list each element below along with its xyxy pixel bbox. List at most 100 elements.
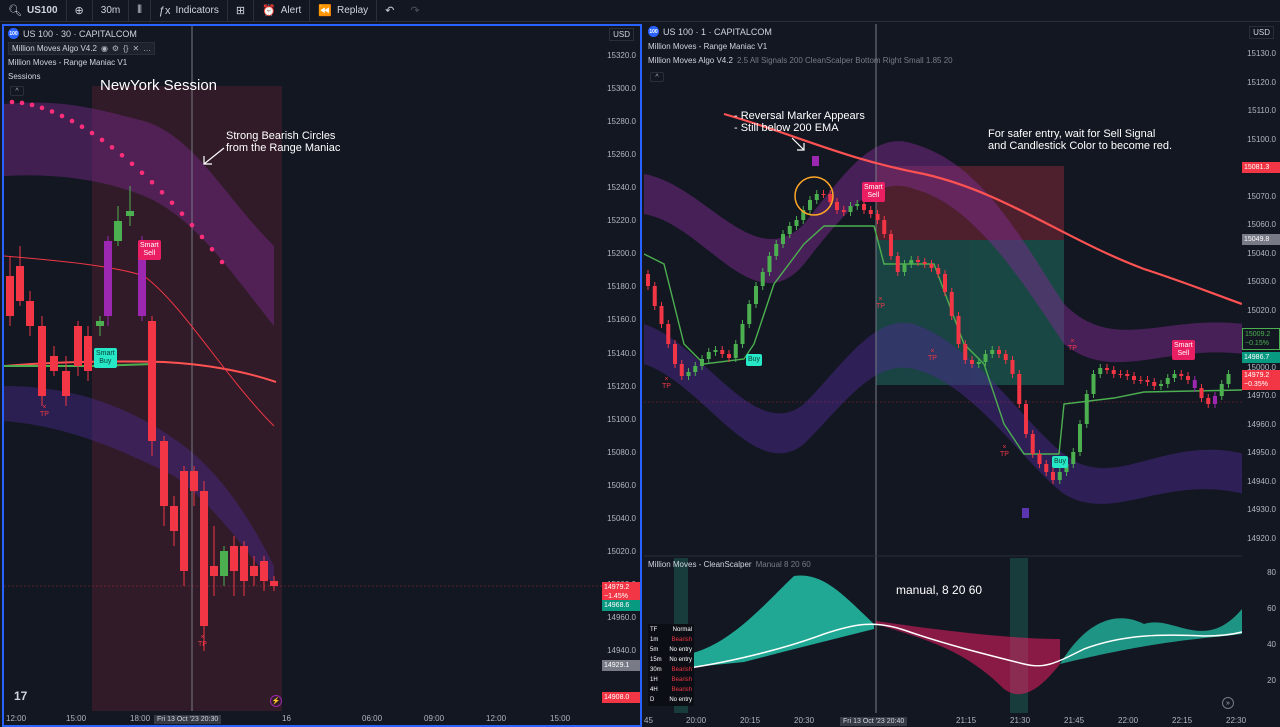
tf-row-key: 5m [650,647,659,653]
left-chart-pane[interactable]: 100 US 100 · 30 · CAPITALCOM Million Mov… [2,24,642,727]
right-time-axis[interactable]: 45 20:00 20:15 20:30 21:15 21:30 21:45 22:00 22:… [644,713,1280,727]
left-candles [6,186,278,651]
right-chart-pane[interactable]: 100 US 100 · 1 · CAPITALCOM Million Move… [644,24,1280,727]
candle-body [1132,376,1136,380]
interval-button[interactable]: 30m [93,0,130,22]
redo-button[interactable]: ↷ [402,0,427,22]
left-indicator-row-2[interactable]: Million Moves - Range Maniac V1 [8,58,127,67]
symbol-label: US100 [26,5,58,16]
left-price-axis[interactable]: USD 15320.0 15300.0 15280.0 15260.0 15240.0 1… [602,26,640,725]
tf-row-value: No entry [669,647,692,653]
candle-body [983,354,988,362]
undo-button[interactable]: ↶ [377,0,402,22]
candle-body [909,260,914,264]
templates-button[interactable]: ⊞ [228,0,255,22]
left-currency-badge[interactable]: USD [609,28,634,41]
bearish-circle [9,99,15,105]
replay-button[interactable]: ⏪ Replay [310,0,378,22]
candle-body [848,206,853,212]
tf-table-row: 1H Bearish [650,675,692,685]
right-price-axis[interactable]: USD 15130.015120.015110.015100.015090.01… [1242,24,1280,727]
bearish-circle [179,211,185,217]
right-time-tick: 21:15 [956,716,977,725]
candle-body [781,234,785,244]
collapse-legend-button[interactable]: ^ [10,86,24,96]
collapse-legend-button[interactable]: ^ [650,72,664,82]
right-symbol-title: US 100 · 1 · CAPITALCOM [663,26,772,37]
left-price-tick: 15060.0 [607,480,636,490]
candle-body [801,210,806,220]
candle-body [760,272,765,286]
indicators-button[interactable]: ƒx Indicators [151,0,228,22]
right-price-tick: 15070.0 [1247,191,1276,201]
candle-body [990,350,995,354]
left-indicator-row-1[interactable]: Million Moves Algo V4.2 ◉ ⚙ {} ✕ … [8,42,156,55]
alert-label: Alert [280,5,302,16]
newyork-session-shade [92,86,282,711]
annotation-reversal-line1: - Reversal Marker Appears [734,110,865,122]
candle-body [659,306,664,324]
right-price-tick: 15060.0 [1247,220,1276,230]
left-last-price: 14979.2 [604,584,630,591]
session-label: NewYork Session [100,77,218,94]
candle-body [902,264,907,272]
left-price-tick: 15160.0 [607,315,636,325]
compare-button[interactable]: ⊕ [67,0,93,22]
left-price-tick: 15280.0 [607,117,636,127]
candle-body [1105,368,1109,370]
right-indicator-row-1[interactable]: Million Moves - Range Maniac V1 [648,42,767,51]
timeframe-table: TF Normal 1m Bearish 5m No entry 15m No entry… [648,624,694,706]
scroll-right-icon[interactable]: » [1222,697,1234,709]
tf-row-value: Bearish [671,667,692,673]
candle-body [220,551,228,576]
eye-icon[interactable]: ◉ [100,44,108,53]
tf-row-value: Bearish [671,677,692,683]
subpane-tick: 60 [1267,604,1276,613]
settings-icon[interactable]: ⚙ [111,44,120,53]
candle-body [720,350,725,354]
left-time-axis[interactable]: 12:00 15:00 18:00 16 06:00 09:00 12:00 15:00 Fr… [4,711,640,725]
reversal-marker-2 [1022,508,1029,518]
tp-marker-4: × TP [1000,444,1009,458]
right-currency-badge[interactable]: USD [1249,26,1274,39]
subpane-header[interactable]: Million Moves - CleanScalper Manual 8 20… [648,560,811,569]
candle-body [666,324,671,344]
candle-body [1030,434,1035,454]
right-red-pct: −0.35% [1244,381,1268,388]
candle-body [774,244,779,256]
symbol-search[interactable]: 🔍︎ US100 [0,0,67,22]
candle-body [821,194,826,195]
more-icon[interactable]: … [143,44,152,53]
left-chart-canvas[interactable] [4,26,640,725]
smart-sell-line1: Smart [140,242,159,249]
buy-signal-1: Buy [746,354,763,366]
candle-body [1017,374,1022,404]
left-time-tick: 12:00 [486,714,507,723]
candle-body [733,344,738,358]
candle-body [895,256,900,272]
left-price-tick: 14940.0 [607,646,636,655]
bearish-circle [79,124,85,130]
tradingview-logo[interactable]: 17 [14,689,28,703]
indicators-icon: ƒx [158,4,171,17]
candle-body [250,566,258,576]
right-indicator-row-2[interactable]: Million Moves Algo V4.2 2.5 All Signals … [648,56,953,65]
search-icon: 🔍︎ [8,5,22,17]
bearish-circle [49,109,55,114]
bearish-circle [159,190,165,195]
annotation-safer-entry-line1: For safer entry, wait for Sell Signal [988,128,1156,140]
chart-type-button[interactable]: ⫴ [129,0,151,22]
annotation-arrow [203,147,225,165]
right-chart-canvas[interactable] [644,24,1280,727]
candle-body [62,371,70,396]
source-code-icon[interactable]: {} [123,44,129,53]
right-time-tick: 20:30 [794,716,815,725]
candle-body [210,566,218,576]
oscillator-signal-line [673,623,1243,671]
close-icon[interactable]: ✕ [132,44,140,53]
left-price-tick: 15220.0 [607,216,636,226]
left-indicator-row-3[interactable]: Sessions [8,72,40,81]
alert-button[interactable]: ⏰ Alert [254,0,311,22]
lightning-icon[interactable]: ⚡ [270,695,282,707]
candle-body [170,506,178,531]
